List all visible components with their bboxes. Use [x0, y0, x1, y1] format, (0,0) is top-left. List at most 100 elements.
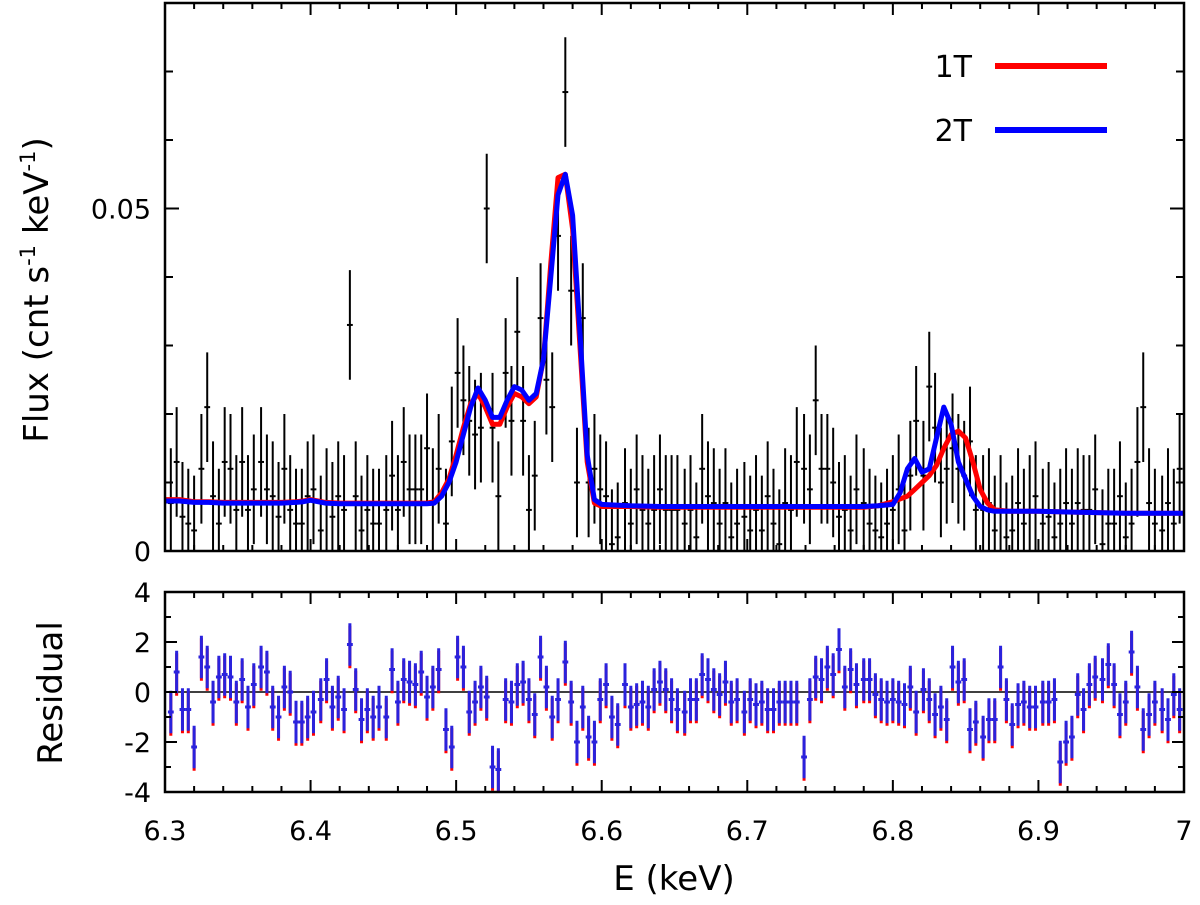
- data-point: [293, 468, 299, 551]
- residual-point: [747, 678, 754, 724]
- residual-point: [591, 720, 598, 766]
- residual-point: [1170, 673, 1177, 719]
- residual-point: [913, 690, 920, 736]
- residual-point: [967, 708, 973, 754]
- residual-point: [495, 748, 502, 792]
- data-point: [317, 475, 324, 551]
- data-point: [674, 455, 681, 551]
- data-point: [884, 468, 890, 551]
- data-point: [418, 434, 425, 545]
- data-point: [204, 352, 211, 462]
- residual-y-tick-label: -4: [124, 778, 151, 809]
- data-point: [239, 407, 246, 517]
- residual-point: [489, 745, 496, 791]
- residual-y-tick-label: -2: [124, 728, 151, 759]
- residual-point: [841, 665, 848, 711]
- data-point: [758, 475, 765, 551]
- residual-point: [304, 695, 311, 741]
- residual-point: [341, 688, 347, 734]
- data-point: [926, 331, 933, 442]
- data-point: [335, 441, 342, 551]
- data-point: [281, 414, 288, 524]
- residual-point: [1039, 680, 1046, 726]
- residual-y-tick-label: 0: [134, 678, 151, 709]
- data-point: [574, 427, 580, 538]
- data-point: [269, 441, 276, 551]
- residual-point: [1140, 708, 1147, 754]
- residual-point: [895, 680, 902, 726]
- residual-point: [549, 695, 556, 741]
- spectrum-data-layer: [167, 37, 1183, 551]
- residual-point: [1051, 678, 1058, 724]
- data-point: [1003, 482, 1010, 551]
- data-point: [651, 455, 658, 551]
- data-point: [1045, 461, 1052, 551]
- residual-point: [574, 720, 580, 766]
- data-point: [346, 270, 353, 380]
- data-point: [1051, 482, 1058, 551]
- data-point: [323, 448, 330, 551]
- residual-point: [741, 690, 748, 736]
- residual-point: [477, 665, 484, 711]
- residual-point: [210, 680, 216, 726]
- data-point: [872, 475, 879, 551]
- residual-point: [662, 668, 669, 714]
- residual-point: [526, 678, 532, 724]
- residual-point: [889, 678, 896, 724]
- residual-point: [1134, 665, 1141, 711]
- spectrum-model-layer: [165, 171, 1184, 516]
- x-tick-label: 6.3: [144, 816, 187, 847]
- residual-point: [335, 675, 342, 721]
- data-point: [526, 455, 532, 551]
- x-tick-label: 6.5: [435, 816, 478, 847]
- data-point: [1086, 455, 1093, 551]
- residual-point: [603, 663, 609, 709]
- data-point: [406, 434, 413, 545]
- data-point: [764, 441, 771, 551]
- residual-point: [562, 640, 569, 686]
- residual-point: [1026, 685, 1033, 731]
- residual-point: [681, 690, 688, 736]
- residual-point: [531, 693, 538, 739]
- data-point: [716, 468, 723, 551]
- residual-point: [997, 645, 1004, 691]
- data-point: [841, 455, 848, 551]
- data-point: [776, 489, 783, 551]
- data-point: [568, 235, 575, 346]
- residual-point: [614, 703, 621, 749]
- data-point: [562, 37, 569, 147]
- data-point: [358, 475, 365, 551]
- data-point: [710, 448, 717, 551]
- residual-point: [472, 680, 478, 726]
- residual-point: [705, 658, 711, 704]
- data-point: [722, 448, 729, 551]
- residual-point: [878, 678, 885, 724]
- residual-point: [793, 680, 800, 726]
- data-point: [907, 420, 914, 531]
- residual-point: [185, 688, 192, 734]
- residual-point: [806, 678, 813, 724]
- data-point: [310, 434, 317, 545]
- residual-point: [907, 665, 914, 711]
- legend-label-2t: 2T: [935, 114, 973, 149]
- data-point: [645, 468, 652, 551]
- residual-point: [943, 698, 950, 744]
- residual-point: [860, 658, 867, 704]
- data-point: [1128, 468, 1135, 551]
- data-point: [1176, 414, 1183, 524]
- residual-point: [508, 680, 515, 726]
- residual-point: [370, 695, 377, 741]
- residual-point: [926, 678, 933, 724]
- residual-point: [520, 660, 527, 706]
- data-point: [227, 414, 234, 524]
- data-point: [693, 482, 700, 551]
- residual-point: [961, 658, 968, 704]
- residual-point: [901, 683, 908, 729]
- data-point: [1117, 441, 1123, 551]
- data-point: [591, 414, 598, 524]
- residual-point: [949, 645, 956, 691]
- x-tick-label: 6.9: [1017, 816, 1060, 847]
- data-point: [997, 455, 1004, 551]
- residual-point: [633, 683, 640, 729]
